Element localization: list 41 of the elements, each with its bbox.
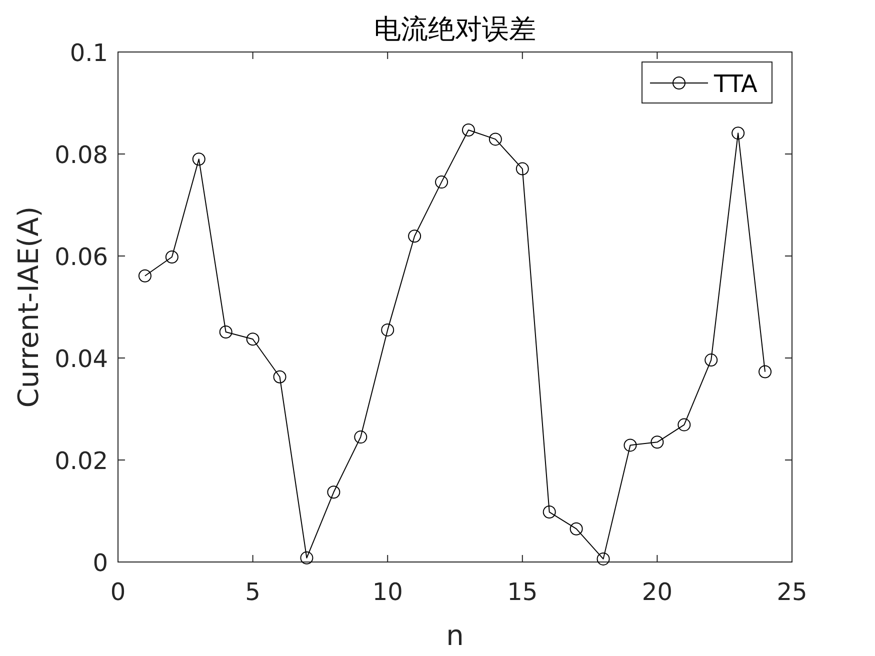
point	[192, 152, 206, 166]
point	[732, 126, 745, 140]
x-tick-label: 5	[245, 578, 260, 606]
point	[327, 486, 340, 499]
point	[219, 325, 232, 338]
point	[408, 230, 422, 243]
point	[354, 430, 368, 444]
legend-label: TTA	[713, 70, 758, 98]
y-tick-label: 0.04	[54, 345, 108, 373]
point	[273, 370, 286, 384]
x-axis-title: n	[446, 619, 464, 652]
y-tick-label: 0	[92, 549, 108, 577]
x-tick-label: 0	[110, 578, 126, 606]
point	[650, 436, 664, 449]
x-tick-label: 15	[507, 578, 538, 606]
point	[758, 365, 772, 378]
point	[516, 162, 529, 176]
y-tick-label: 0.1	[70, 39, 108, 67]
point	[596, 552, 610, 566]
point	[624, 438, 637, 452]
point	[462, 124, 475, 137]
point	[435, 176, 448, 189]
point	[165, 250, 178, 264]
y-axis-title: Current-IAE(A)	[12, 206, 45, 408]
point	[246, 332, 260, 346]
chart-title: 电流绝对误差	[374, 14, 536, 45]
x-tick-label: 25	[776, 578, 808, 606]
point	[488, 132, 502, 146]
point	[570, 522, 583, 536]
point	[678, 418, 691, 432]
y-tick-label: 0.08	[54, 141, 108, 169]
point	[381, 323, 394, 336]
legend: TTA	[642, 62, 772, 104]
point	[704, 354, 718, 367]
x-tick-label: 10	[372, 578, 403, 606]
point	[542, 506, 556, 519]
x-tick-label: 20	[642, 578, 672, 606]
y-tick-label: 0.02	[54, 447, 108, 475]
point	[300, 551, 314, 564]
point	[138, 269, 152, 282]
y-tick-label: 0.06	[54, 243, 108, 271]
